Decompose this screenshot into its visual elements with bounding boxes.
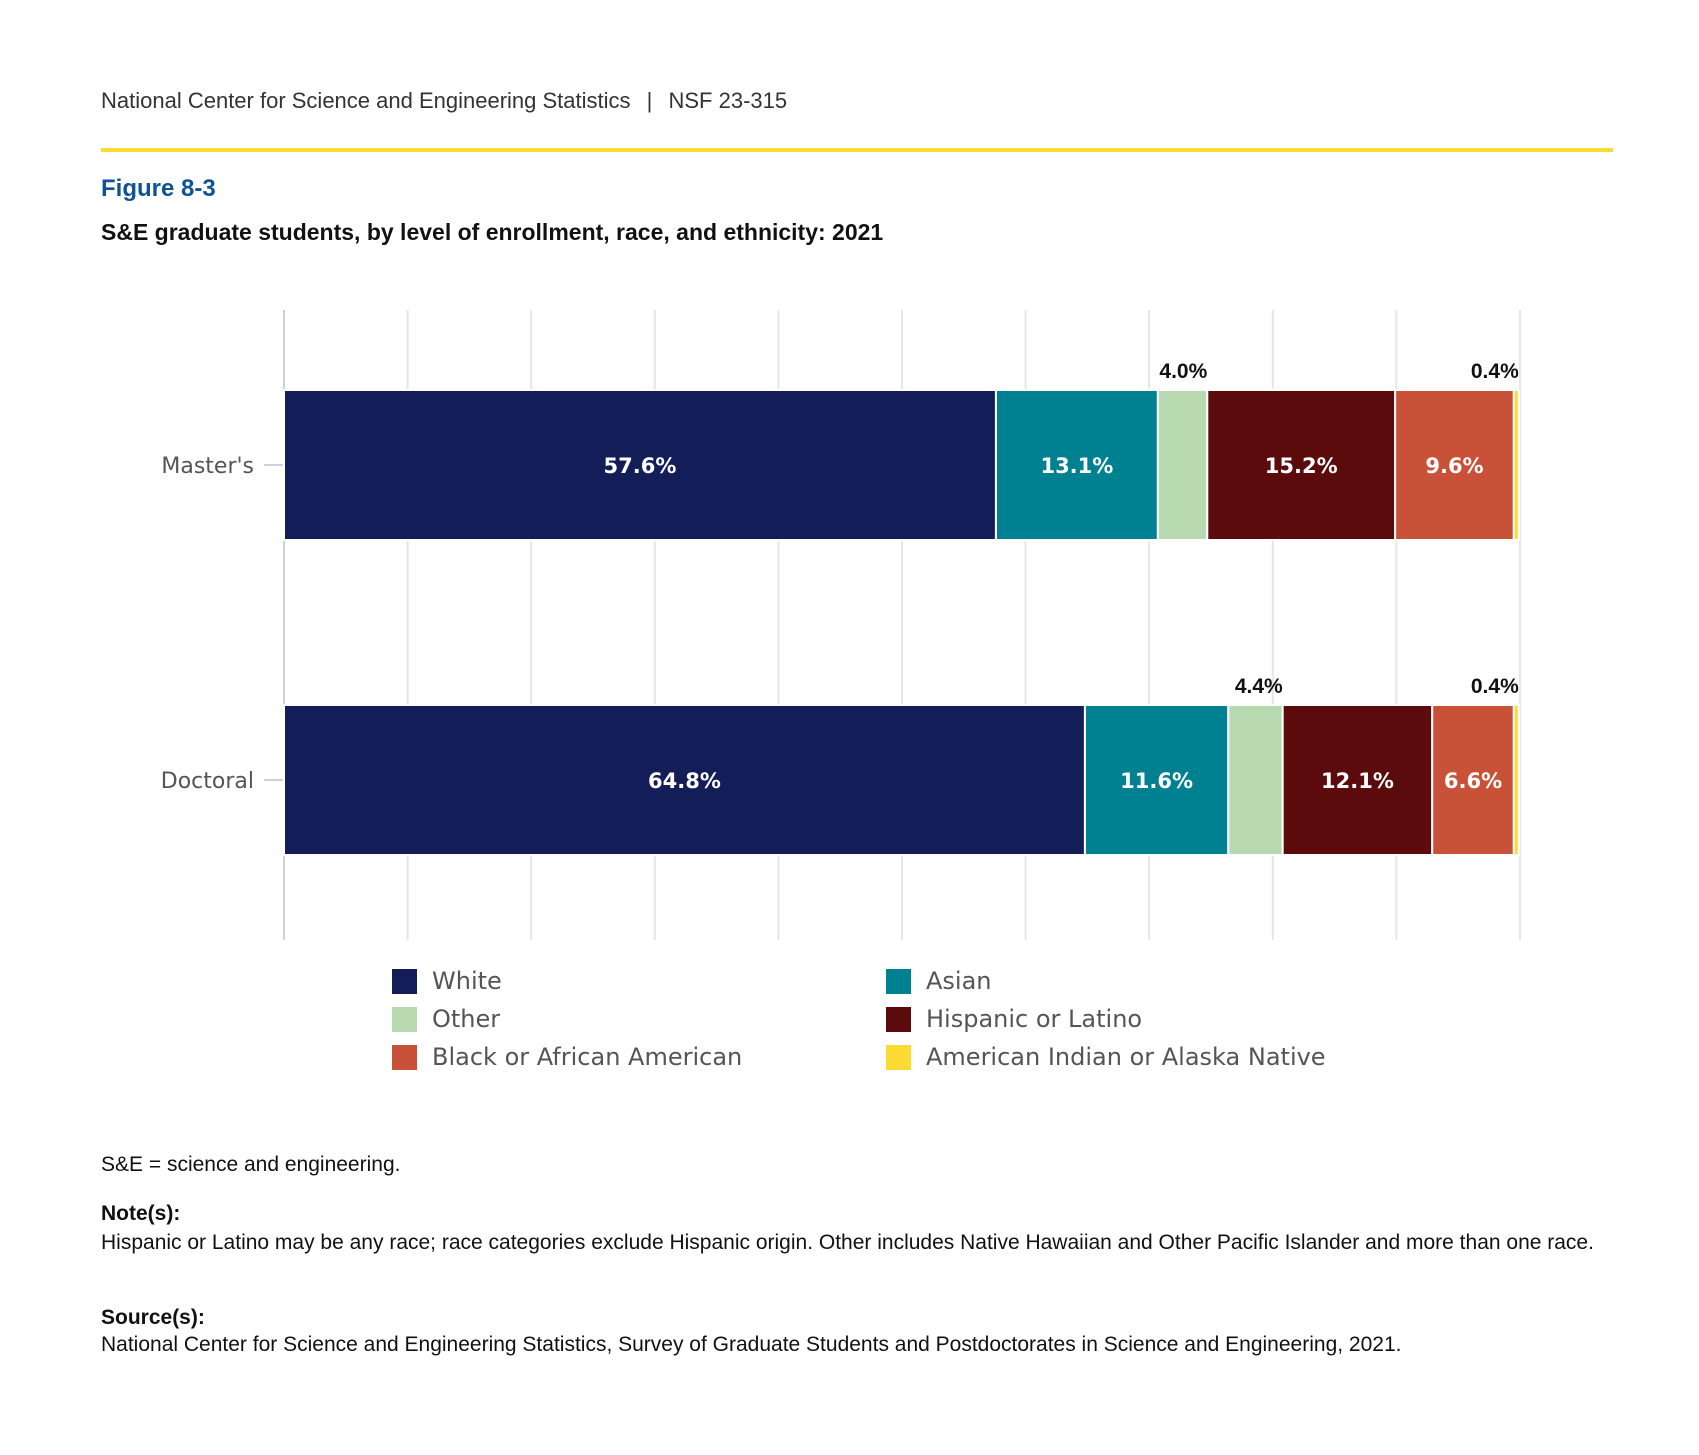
bar-segment xyxy=(1512,704,1520,856)
legend-item: American Indian or Alaska Native xyxy=(886,1042,1326,1072)
data-label: 57.6% xyxy=(604,454,677,478)
bar-segment xyxy=(1281,704,1434,856)
notes-heading: Note(s): xyxy=(101,1202,181,1225)
data-label: 13.1% xyxy=(1040,454,1113,478)
data-label: 12.1% xyxy=(1321,769,1394,793)
legend-item: White xyxy=(392,966,502,996)
org-name: National Center for Science and Engineer… xyxy=(101,88,631,113)
legend-item: Black or African American xyxy=(392,1042,742,1072)
data-label: 9.6% xyxy=(1425,454,1483,478)
category-label: Master's xyxy=(161,454,254,479)
bar-segment xyxy=(1512,389,1520,541)
bar-segment xyxy=(1227,704,1284,856)
legend-item: Hispanic or Latino xyxy=(886,1004,1142,1034)
legend-item: Asian xyxy=(886,966,992,996)
legend-label: Black or African American xyxy=(432,1043,743,1071)
stacked-bar-chart: Master's 57.6% 13.1% 4.0% 15.2% 9.6% 0.4% Docto… xyxy=(161,310,1521,940)
figure-label: Figure 8-3 xyxy=(101,175,216,202)
figure-title: S&E graduate students, by level of enrol… xyxy=(101,219,884,245)
data-label: 6.6% xyxy=(1444,769,1502,793)
category-label: Doctoral xyxy=(161,769,254,794)
notes-text: Hispanic or Latino may be any race; race… xyxy=(101,1231,1594,1254)
header-rule xyxy=(101,148,1613,152)
legend-label: Hispanic or Latino xyxy=(926,1005,1143,1033)
legend-label: White xyxy=(432,967,502,995)
data-label: 64.8% xyxy=(648,769,721,793)
legend-swatch xyxy=(392,968,417,994)
legend-swatch xyxy=(886,1044,911,1070)
data-label: 11.6% xyxy=(1120,769,1193,793)
legend-swatch xyxy=(886,968,911,994)
report-number: NSF 23-315 xyxy=(668,88,788,113)
data-label: 4.0% xyxy=(1159,360,1207,383)
legend-label: American Indian or Alaska Native xyxy=(926,1043,1326,1071)
data-label: 0.4% xyxy=(1471,675,1519,698)
report-header: National Center for Science and Engineer… xyxy=(101,88,787,114)
bar-segment xyxy=(283,704,1086,856)
abbreviation-footnote: S&E = science and engineering. xyxy=(101,1153,401,1176)
source-text: National Center for Science and Engineer… xyxy=(101,1333,1402,1356)
bar-segment xyxy=(1156,389,1209,541)
legend-label: Other xyxy=(432,1005,501,1033)
header-separator: | xyxy=(646,88,653,113)
data-label: 0.4% xyxy=(1471,360,1519,383)
legend-swatch xyxy=(392,1044,417,1070)
legend-swatch xyxy=(886,1006,911,1032)
bar-segment xyxy=(1083,704,1230,856)
legend-label: Asian xyxy=(926,967,992,995)
chart-legend: White Asian Other Hispanic or Latino Black o… xyxy=(0,966,1699,1086)
bar-segment xyxy=(1206,389,1397,541)
data-label: 4.4% xyxy=(1235,675,1283,698)
legend-swatch xyxy=(392,1006,417,1032)
bar-segment xyxy=(994,389,1159,541)
bar-segment xyxy=(283,389,997,541)
data-label: 15.2% xyxy=(1265,454,1338,478)
legend-item: Other xyxy=(392,1004,500,1034)
bar-segment xyxy=(1394,389,1515,541)
source-heading: Source(s): xyxy=(101,1306,205,1329)
